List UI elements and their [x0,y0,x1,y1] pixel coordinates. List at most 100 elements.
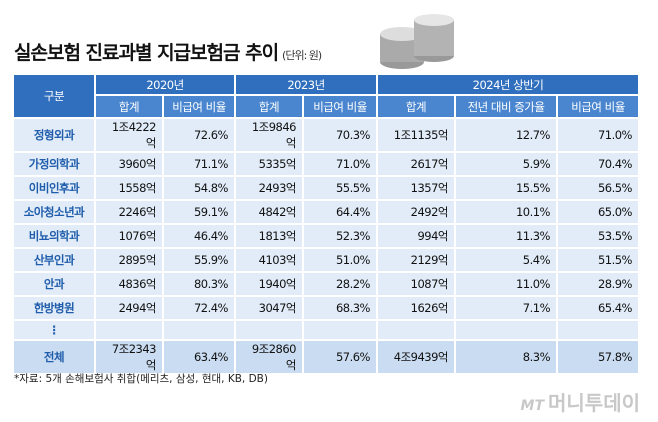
cell: 1087억 [378,273,454,295]
cell: 65.0% [558,201,638,223]
cell: 70.4% [558,153,638,175]
cell: 28.2% [304,273,376,295]
cell: 9조2860억 [236,341,302,373]
data-row: 정형외과 1조4222억 72.6% 1조9846억 70.3% 1조1135억 12.7%… [14,119,638,151]
sub-header: 합계 [236,96,302,117]
cell: 994억 [378,225,454,247]
cell: 1076억 [96,225,162,247]
cell: 1357억 [378,177,454,199]
cell: 1조1135억 [378,119,454,151]
group-header: 구분 [14,75,94,117]
cell: 1940억 [236,273,302,295]
cell: 80.3% [164,273,234,295]
sub-header: 합계 [96,96,162,117]
cell: 64.4% [304,201,376,223]
cell: 1813억 [236,225,302,247]
row-label: 안과 [14,273,94,295]
title: 실손보험 진료과별 지급보험금 추이 (단위: 원) [14,38,322,65]
subheader-row: 합계 비급여 비율 합계 비급여 비율 합계 전년 대비 증가율 비급여 비율 [14,96,638,117]
data-row: 한방병원 2494억 72.4% 3047억 68.3% 1626억 7.1% 65.4% [14,297,638,319]
cell: 71.1% [164,153,234,175]
cell: 5335억 [236,153,302,175]
cell: 51.0% [304,249,376,271]
group-header: 2020년 [96,75,234,94]
logo-mark: MT [520,398,544,414]
cell: 8.3% [456,341,556,373]
sub-header: 합계 [378,96,454,117]
cell: 4836억 [96,273,162,295]
cell: 10.1% [456,201,556,223]
logo-name: 머니투데이 [548,391,640,415]
cell: 11.3% [456,225,556,247]
cell: 54.8% [164,177,234,199]
sub-header: 비급여 비율 [558,96,638,117]
row-label: 소아청소년과 [14,201,94,223]
source-note: *자료: 5개 손해보험사 취합(메리츠, 삼성, 현대, KB, DB) [14,373,268,385]
cell: 2493억 [236,177,302,199]
cell: 11.0% [456,273,556,295]
data-row: 소아청소년과 2246억 59.1% 4842억 64.4% 2492억 10.1% 65.0… [14,201,638,223]
group-header: 2023년 [236,75,376,94]
sub-header: 비급여 비율 [304,96,376,117]
cell: 1558억 [96,177,162,199]
empty-cell [378,321,454,339]
cell: 56.5% [558,177,638,199]
cell: 59.1% [164,201,234,223]
row-label: 이비인후과 [14,177,94,199]
data-row: 안과 4836억 80.3% 1940억 28.2% 1087억 11.0% 28.9% [14,273,638,295]
data-row: 가정의학과 3960억 71.1% 5335억 71.0% 2617억 5.9% 70.4% [14,153,638,175]
row-label: 산부인과 [14,249,94,271]
cell: 72.4% [164,297,234,319]
cell: 12.7% [456,119,556,151]
empty-cell [96,321,162,339]
unit: (단위: 원) [282,49,322,62]
data-row: 비뇨의학과 1076억 46.4% 1813억 52.3% 994억 11.3% 53.5% [14,225,638,247]
cell: 65.4% [558,297,638,319]
cell: 1626억 [378,297,454,319]
cell: 15.5% [456,177,556,199]
cell: 2246억 [96,201,162,223]
cell: 57.6% [304,341,376,373]
cell: 71.0% [304,153,376,175]
data-row: 이비인후과 1558억 54.8% 2493억 55.5% 1357억 15.5% 56.5% [14,177,638,199]
cell: 2494억 [96,297,162,319]
cell: 3047억 [236,297,302,319]
cell: 2617억 [378,153,454,175]
cell: 7.1% [456,297,556,319]
logo: MT 머니투데이 [521,387,640,416]
cell: 51.5% [558,249,638,271]
sub-header: 비급여 비율 [164,96,234,117]
cell: 53.5% [558,225,638,247]
row-label: 비뇨의학과 [14,225,94,247]
sub-header: 전년 대비 증가율 [456,96,556,117]
coins-icon [380,14,454,69]
cell: 72.6% [164,119,234,151]
cell: 4103억 [236,249,302,271]
header-row: 구분 2020년 2023년 2024년 상반기 [14,75,638,117]
cell: 55.5% [304,177,376,199]
cell: 3960억 [96,153,162,175]
total-row: 전체 7조2343억 63.4% 9조2860억 57.6% 4조9439억 8.3% 57.… [14,341,638,373]
empty-cell [456,321,556,339]
cell: 2492억 [378,201,454,223]
empty-cell [558,321,638,339]
cell: 4조9439억 [378,341,454,373]
ellipsis-row: ⋮ [14,321,638,339]
row-label: 전체 [14,341,94,373]
cell: 7조2343억 [96,341,162,373]
empty-cell [304,321,376,339]
cell: 5.9% [456,153,556,175]
empty-cell [164,321,234,339]
cell: 71.0% [558,119,638,151]
row-label: 한방병원 [14,297,94,319]
cell: 46.4% [164,225,234,247]
cell: 5.4% [456,249,556,271]
cell: 55.9% [164,249,234,271]
cell: 52.3% [304,225,376,247]
cell: 63.4% [164,341,234,373]
table: 구분 2020년 2023년 2024년 상반기 합계 비급여 비율 합계 비급여 비율 합계 전… [12,73,640,375]
group-header: 2024년 상반기 [378,75,638,94]
cell: 1조4222억 [96,119,162,151]
cell: 2895억 [96,249,162,271]
